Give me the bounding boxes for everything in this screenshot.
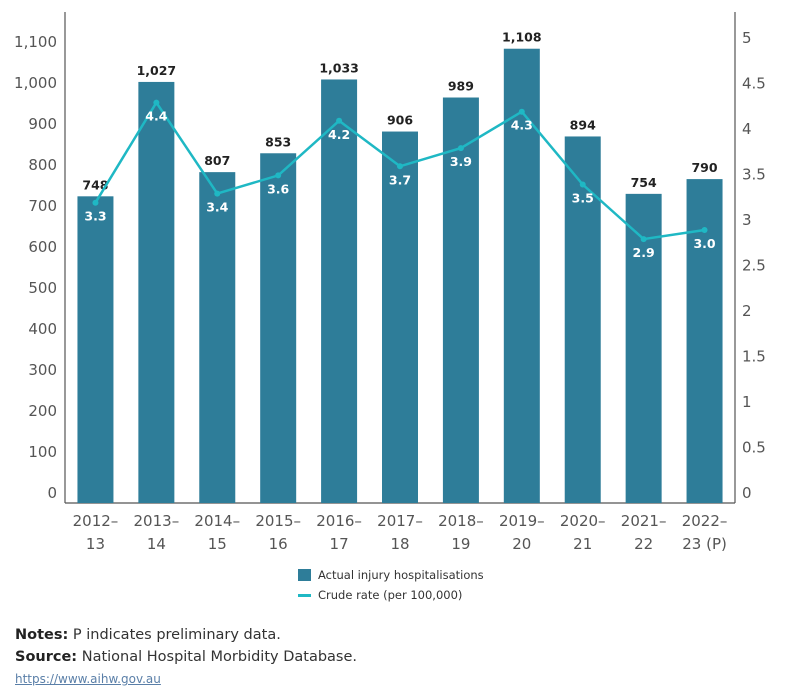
- bar-value-label: 853: [265, 134, 291, 149]
- left-tick-label: 900: [28, 115, 57, 133]
- right-tick-label: 2: [742, 302, 752, 320]
- x-tick-label: 2015–: [255, 512, 301, 530]
- rate-value-label: 3.6: [267, 181, 289, 196]
- right-tick-label: 3: [742, 211, 752, 229]
- bar: [564, 136, 601, 503]
- chart: 0 100 200 300 400 500 600 700 800 900 1,000 1,100 0 0…: [14, 12, 766, 553]
- x-tick-label: 14: [147, 535, 166, 553]
- bar-value-label: 754: [631, 175, 657, 190]
- left-tick-label: 100: [28, 443, 57, 461]
- left-tick-label: 800: [28, 156, 57, 174]
- bar-value-label: 790: [691, 160, 717, 175]
- x-tick-label: 19: [451, 535, 470, 553]
- bar: [442, 97, 479, 503]
- x-tick-label: 20: [512, 535, 531, 553]
- rate-point: [275, 172, 282, 179]
- rate-value-label: 3.7: [389, 172, 411, 187]
- right-tick-label: 2.5: [742, 257, 766, 275]
- bar-value-label: 1,108: [502, 30, 542, 45]
- bar: [77, 196, 114, 503]
- bar-value-label: 748: [82, 177, 108, 192]
- rate-value-label: 3.5: [572, 191, 594, 206]
- bar-value-label: 807: [204, 153, 230, 168]
- bar: [686, 179, 723, 503]
- x-tick-label: 2014–: [194, 512, 240, 530]
- x-tick-label: 15: [208, 535, 227, 553]
- rate-value-label: 4.2: [328, 127, 350, 142]
- x-tick-label: 21: [573, 535, 592, 553]
- bar-value-label: 894: [570, 117, 596, 132]
- rate-point: [579, 181, 586, 188]
- rate-value-label: 3.3: [84, 209, 106, 224]
- notes-block: Notes: P indicates preliminary data. Sou…: [15, 624, 357, 690]
- x-tick-label: 23 (P): [682, 535, 727, 553]
- right-tick-label: 3.5: [742, 166, 766, 184]
- left-tick-label: 1,000: [14, 74, 57, 92]
- x-tick-label: 13: [86, 535, 105, 553]
- left-tick-label: 300: [28, 361, 57, 379]
- legend-item-bars[interactable]: Actual injury hospitalisations: [298, 565, 484, 585]
- bar: [625, 193, 662, 504]
- bar-value-label: 1,033: [319, 60, 359, 75]
- notes: Notes: P indicates preliminary data.: [15, 627, 281, 643]
- left-tick-label: 0: [47, 484, 57, 502]
- x-tick-label: 2012–: [73, 512, 119, 530]
- right-tick-label: 0: [742, 484, 752, 502]
- rate-point: [336, 117, 343, 124]
- rate-value-label: 4.4: [145, 109, 167, 124]
- legend-swatch-bar: [298, 569, 311, 581]
- x-tick-label: 2021–: [621, 512, 667, 530]
- left-tick-label: 700: [28, 197, 57, 215]
- x-tick-label: 2018–: [438, 512, 484, 530]
- bar: [138, 81, 175, 504]
- bar: [199, 172, 236, 503]
- bar: [382, 131, 418, 504]
- right-tick-label: 1: [742, 393, 752, 411]
- source: Source: National Hospital Morbidity Data…: [15, 649, 357, 665]
- right-tick-label: 0.5: [742, 439, 766, 457]
- rate-value-label: 3.0: [693, 236, 715, 251]
- bar: [321, 79, 358, 503]
- bar-value-label: 1,027: [137, 63, 177, 78]
- rate-point: [153, 99, 160, 106]
- right-tick-label: 5: [742, 29, 752, 47]
- x-tick-label: 2019–: [499, 512, 545, 530]
- rate-point: [397, 163, 403, 170]
- x-tick-label: 2020–: [560, 512, 606, 530]
- right-tick-label: 4.5: [742, 75, 766, 93]
- left-tick-label: 400: [28, 320, 57, 338]
- rate-value-label: 3.9: [450, 154, 472, 169]
- bar-value-label: 989: [448, 79, 474, 94]
- x-tick-label: 16: [269, 535, 288, 553]
- rate-point: [701, 227, 708, 233]
- rate-value-label: 2.9: [633, 245, 655, 260]
- right-tick-label: 1.5: [742, 348, 766, 366]
- x-tick-label: 2013–: [134, 512, 180, 530]
- bar-value-label: 906: [387, 113, 413, 128]
- rate-value-label: 4.3: [511, 118, 533, 133]
- rate-point: [214, 190, 221, 197]
- legend: Actual injury hospitalisations Crude rat…: [298, 565, 484, 605]
- bar: [260, 153, 297, 503]
- legend-swatch-line: [298, 593, 311, 597]
- rate-value-label: 3.4: [206, 200, 228, 215]
- x-tick-label: 22: [634, 535, 653, 553]
- rate-point: [457, 145, 464, 152]
- x-tick-label: 2017–: [377, 512, 423, 530]
- legend-item-line[interactable]: Crude rate (per 100,000): [298, 585, 484, 605]
- left-tick-label: 600: [28, 238, 57, 256]
- rate-point: [640, 236, 647, 243]
- x-tick-label: 2022–: [682, 512, 728, 530]
- rate-point: [518, 108, 525, 115]
- x-tick-label: 17: [330, 535, 349, 553]
- left-tick-label: 500: [28, 279, 57, 297]
- x-tick-label: 18: [390, 535, 409, 553]
- x-tick-label: 2016–: [316, 512, 362, 530]
- right-tick-label: 4: [742, 120, 752, 138]
- left-tick-label: 200: [28, 402, 57, 420]
- source-link[interactable]: https://www.aihw.gov.au: [15, 672, 161, 686]
- left-tick-label: 1,100: [14, 33, 57, 51]
- rate-point: [92, 199, 99, 206]
